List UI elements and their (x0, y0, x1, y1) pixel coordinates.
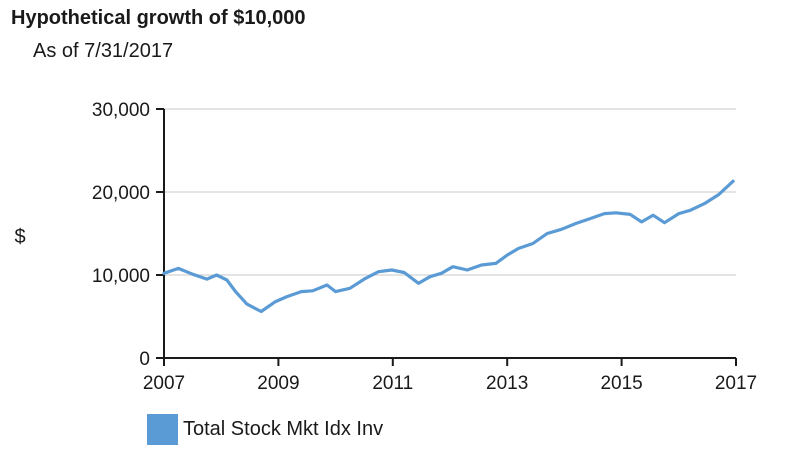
y-tick-labels: 0 10,000 20,000 30,000 (92, 100, 150, 370)
chart-title: Hypothetical growth of $10,000 (11, 7, 306, 29)
legend-swatch (147, 414, 178, 445)
series-layer (162, 179, 735, 314)
tick-marks (156, 108, 737, 366)
axes (163, 109, 736, 359)
grid-lines (164, 108, 736, 276)
y-axis-title: $ (14, 226, 25, 248)
x-tick-label: 2015 (600, 373, 642, 394)
y-tick-label: 0 (139, 349, 150, 370)
x-tick-label: 2007 (143, 373, 185, 394)
chart-subtitle: As of 7/31/2017 (33, 40, 174, 62)
y-tick-label: 20,000 (92, 183, 150, 204)
y-tick-label: 10,000 (92, 266, 150, 287)
x-tick-labels: 2007 2009 2011 2013 2015 2017 (143, 373, 757, 394)
legend: Total Stock Mkt Idx Inv (147, 414, 383, 445)
y-tick-label: 30,000 (92, 100, 150, 121)
series-line (162, 179, 735, 314)
legend-label: Total Stock Mkt Idx Inv (183, 418, 384, 440)
x-tick-label: 2017 (715, 373, 757, 394)
x-tick-label: 2013 (486, 373, 528, 394)
x-tick-label: 2011 (372, 373, 413, 394)
x-tick-label: 2009 (257, 373, 299, 394)
